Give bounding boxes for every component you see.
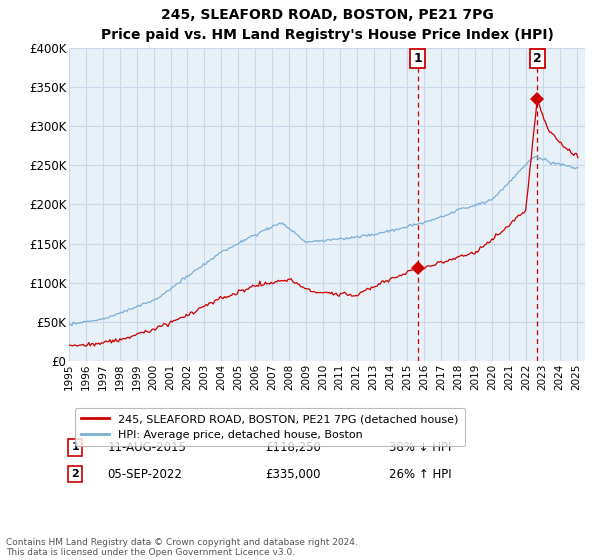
Text: 11-AUG-2015: 11-AUG-2015 <box>108 441 187 454</box>
Text: 2: 2 <box>71 469 79 479</box>
Text: 2: 2 <box>533 52 541 66</box>
Legend: 245, SLEAFORD ROAD, BOSTON, PE21 7PG (detached house), HPI: Average price, detac: 245, SLEAFORD ROAD, BOSTON, PE21 7PG (de… <box>74 408 465 446</box>
Text: £118,250: £118,250 <box>265 441 321 454</box>
Text: £335,000: £335,000 <box>265 468 320 480</box>
Text: Contains HM Land Registry data © Crown copyright and database right 2024.
This d: Contains HM Land Registry data © Crown c… <box>6 538 358 557</box>
Text: 1: 1 <box>71 442 79 452</box>
Text: 26% ↑ HPI: 26% ↑ HPI <box>389 468 452 480</box>
Text: 05-SEP-2022: 05-SEP-2022 <box>108 468 182 480</box>
Title: 245, SLEAFORD ROAD, BOSTON, PE21 7PG
Price paid vs. HM Land Registry's House Pri: 245, SLEAFORD ROAD, BOSTON, PE21 7PG Pri… <box>101 8 553 42</box>
Text: 38% ↓ HPI: 38% ↓ HPI <box>389 441 451 454</box>
Text: 1: 1 <box>413 52 422 66</box>
